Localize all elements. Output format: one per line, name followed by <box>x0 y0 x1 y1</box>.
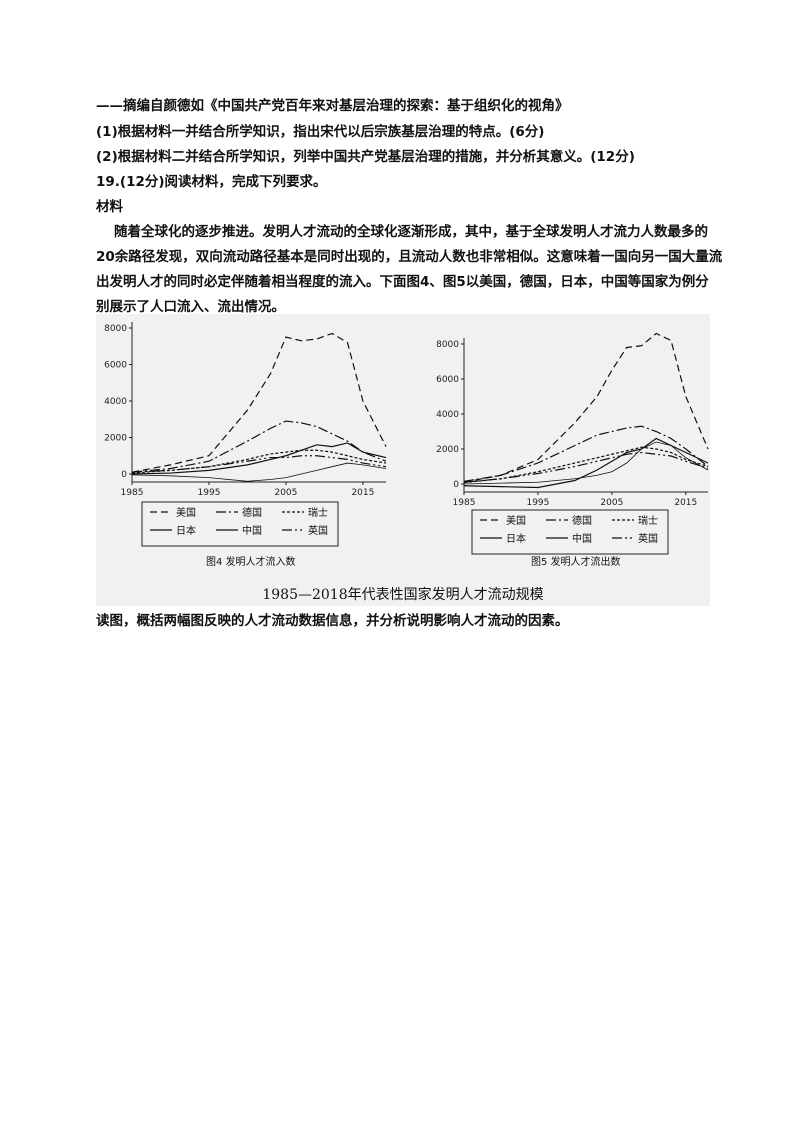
legend-label: 英国 <box>308 524 328 537</box>
y-tick-label: 8000 <box>436 340 459 350</box>
legend-label: 日本 <box>506 532 526 545</box>
series-line-日本 <box>463 441 709 485</box>
y-tick-label: 4000 <box>436 410 459 420</box>
question-1: (1)根据材料一并结合所学知识，指出宋代以后宗族基层治理的特点。(6分) <box>96 124 545 140</box>
y-tick-label: 0 <box>453 480 459 490</box>
legend-label: 瑞士 <box>308 506 328 519</box>
y-tick-label: 4000 <box>104 397 127 407</box>
series-line-美国 <box>131 332 387 473</box>
legend-box <box>471 509 669 555</box>
x-tick-label: 1995 <box>526 498 549 508</box>
chart-caption: 图5 发明人才流出数 <box>531 555 621 568</box>
series-line-中国 <box>463 437 709 489</box>
material-title: 材料 <box>96 199 123 215</box>
legend-label: 中国 <box>242 524 262 537</box>
series-line-英国 <box>131 455 387 473</box>
x-tick-label: 1985 <box>121 488 144 498</box>
material-line-4: 别展示了人口流入、流出情况。 <box>96 299 285 315</box>
y-tick-label: 6000 <box>104 361 127 371</box>
legend-label: 英国 <box>638 532 658 545</box>
x-tick-label: 2005 <box>600 498 623 508</box>
series-line-英国 <box>463 451 709 483</box>
y-tick-label: 2000 <box>104 434 127 444</box>
material-line-3: 出发明人才的同时必定伴随着相当程度的流入。下面图4、图5以美国，德国，日本，中国… <box>96 274 709 290</box>
legend-label: 瑞士 <box>638 514 658 527</box>
chart-caption: 图4 发明人才流入数 <box>206 555 296 568</box>
legend-box <box>141 501 339 547</box>
material-line-1: 随着全球化的逐步推进。发明人才流动的全球化逐渐形成，其中，基于全球发明人才流力人… <box>114 224 708 240</box>
series-line-德国 <box>463 425 709 482</box>
figure-caption: 1985—2018年代表性国家发明人才流动规模 <box>262 587 544 603</box>
x-tick-label: 1995 <box>198 488 221 498</box>
question-19-heading: 19.(12分)阅读材料，完成下列要求。 <box>96 174 327 190</box>
legend-label: 中国 <box>572 532 592 545</box>
legend-label: 美国 <box>506 514 526 527</box>
source-citation: ——摘编自颜德如《中国共产党百年来对基层治理的探索：基于组织化的视角》 <box>96 98 569 114</box>
y-tick-label: 2000 <box>436 445 459 455</box>
series-line-美国 <box>463 332 709 483</box>
x-tick-label: 1985 <box>453 498 476 508</box>
material-line-2: 20余路径发现，双向流动路径基本是同时出现的，且流动人数也非常相似。这意味着一国… <box>96 249 723 265</box>
series-line-日本 <box>131 462 387 482</box>
y-tick-label: 8000 <box>104 324 127 334</box>
legend-label: 日本 <box>176 524 196 537</box>
y-tick-label: 6000 <box>436 375 459 385</box>
x-tick-label: 2015 <box>351 488 374 498</box>
legend-label: 美国 <box>176 506 196 519</box>
y-tick-label: 0 <box>121 470 127 480</box>
question-prompt: 读图，概括两幅图反映的人才流动数据信息，并分析说明影响人才流动的因素。 <box>96 613 569 629</box>
x-tick-label: 2005 <box>274 488 297 498</box>
legend-label: 德国 <box>242 506 262 519</box>
question-2: (2)根据材料二并结合所学知识，列举中国共产党基层治理的措施，并分析其意义。(1… <box>96 149 635 165</box>
legend-label: 德国 <box>572 514 592 527</box>
figure-panel: 0 2000 4000 6000 8000 1985 1995 2005 2015 美国 德国 瑞士日… <box>96 314 710 606</box>
x-tick-label: 2015 <box>674 498 697 508</box>
series-line-中国 <box>131 442 387 475</box>
